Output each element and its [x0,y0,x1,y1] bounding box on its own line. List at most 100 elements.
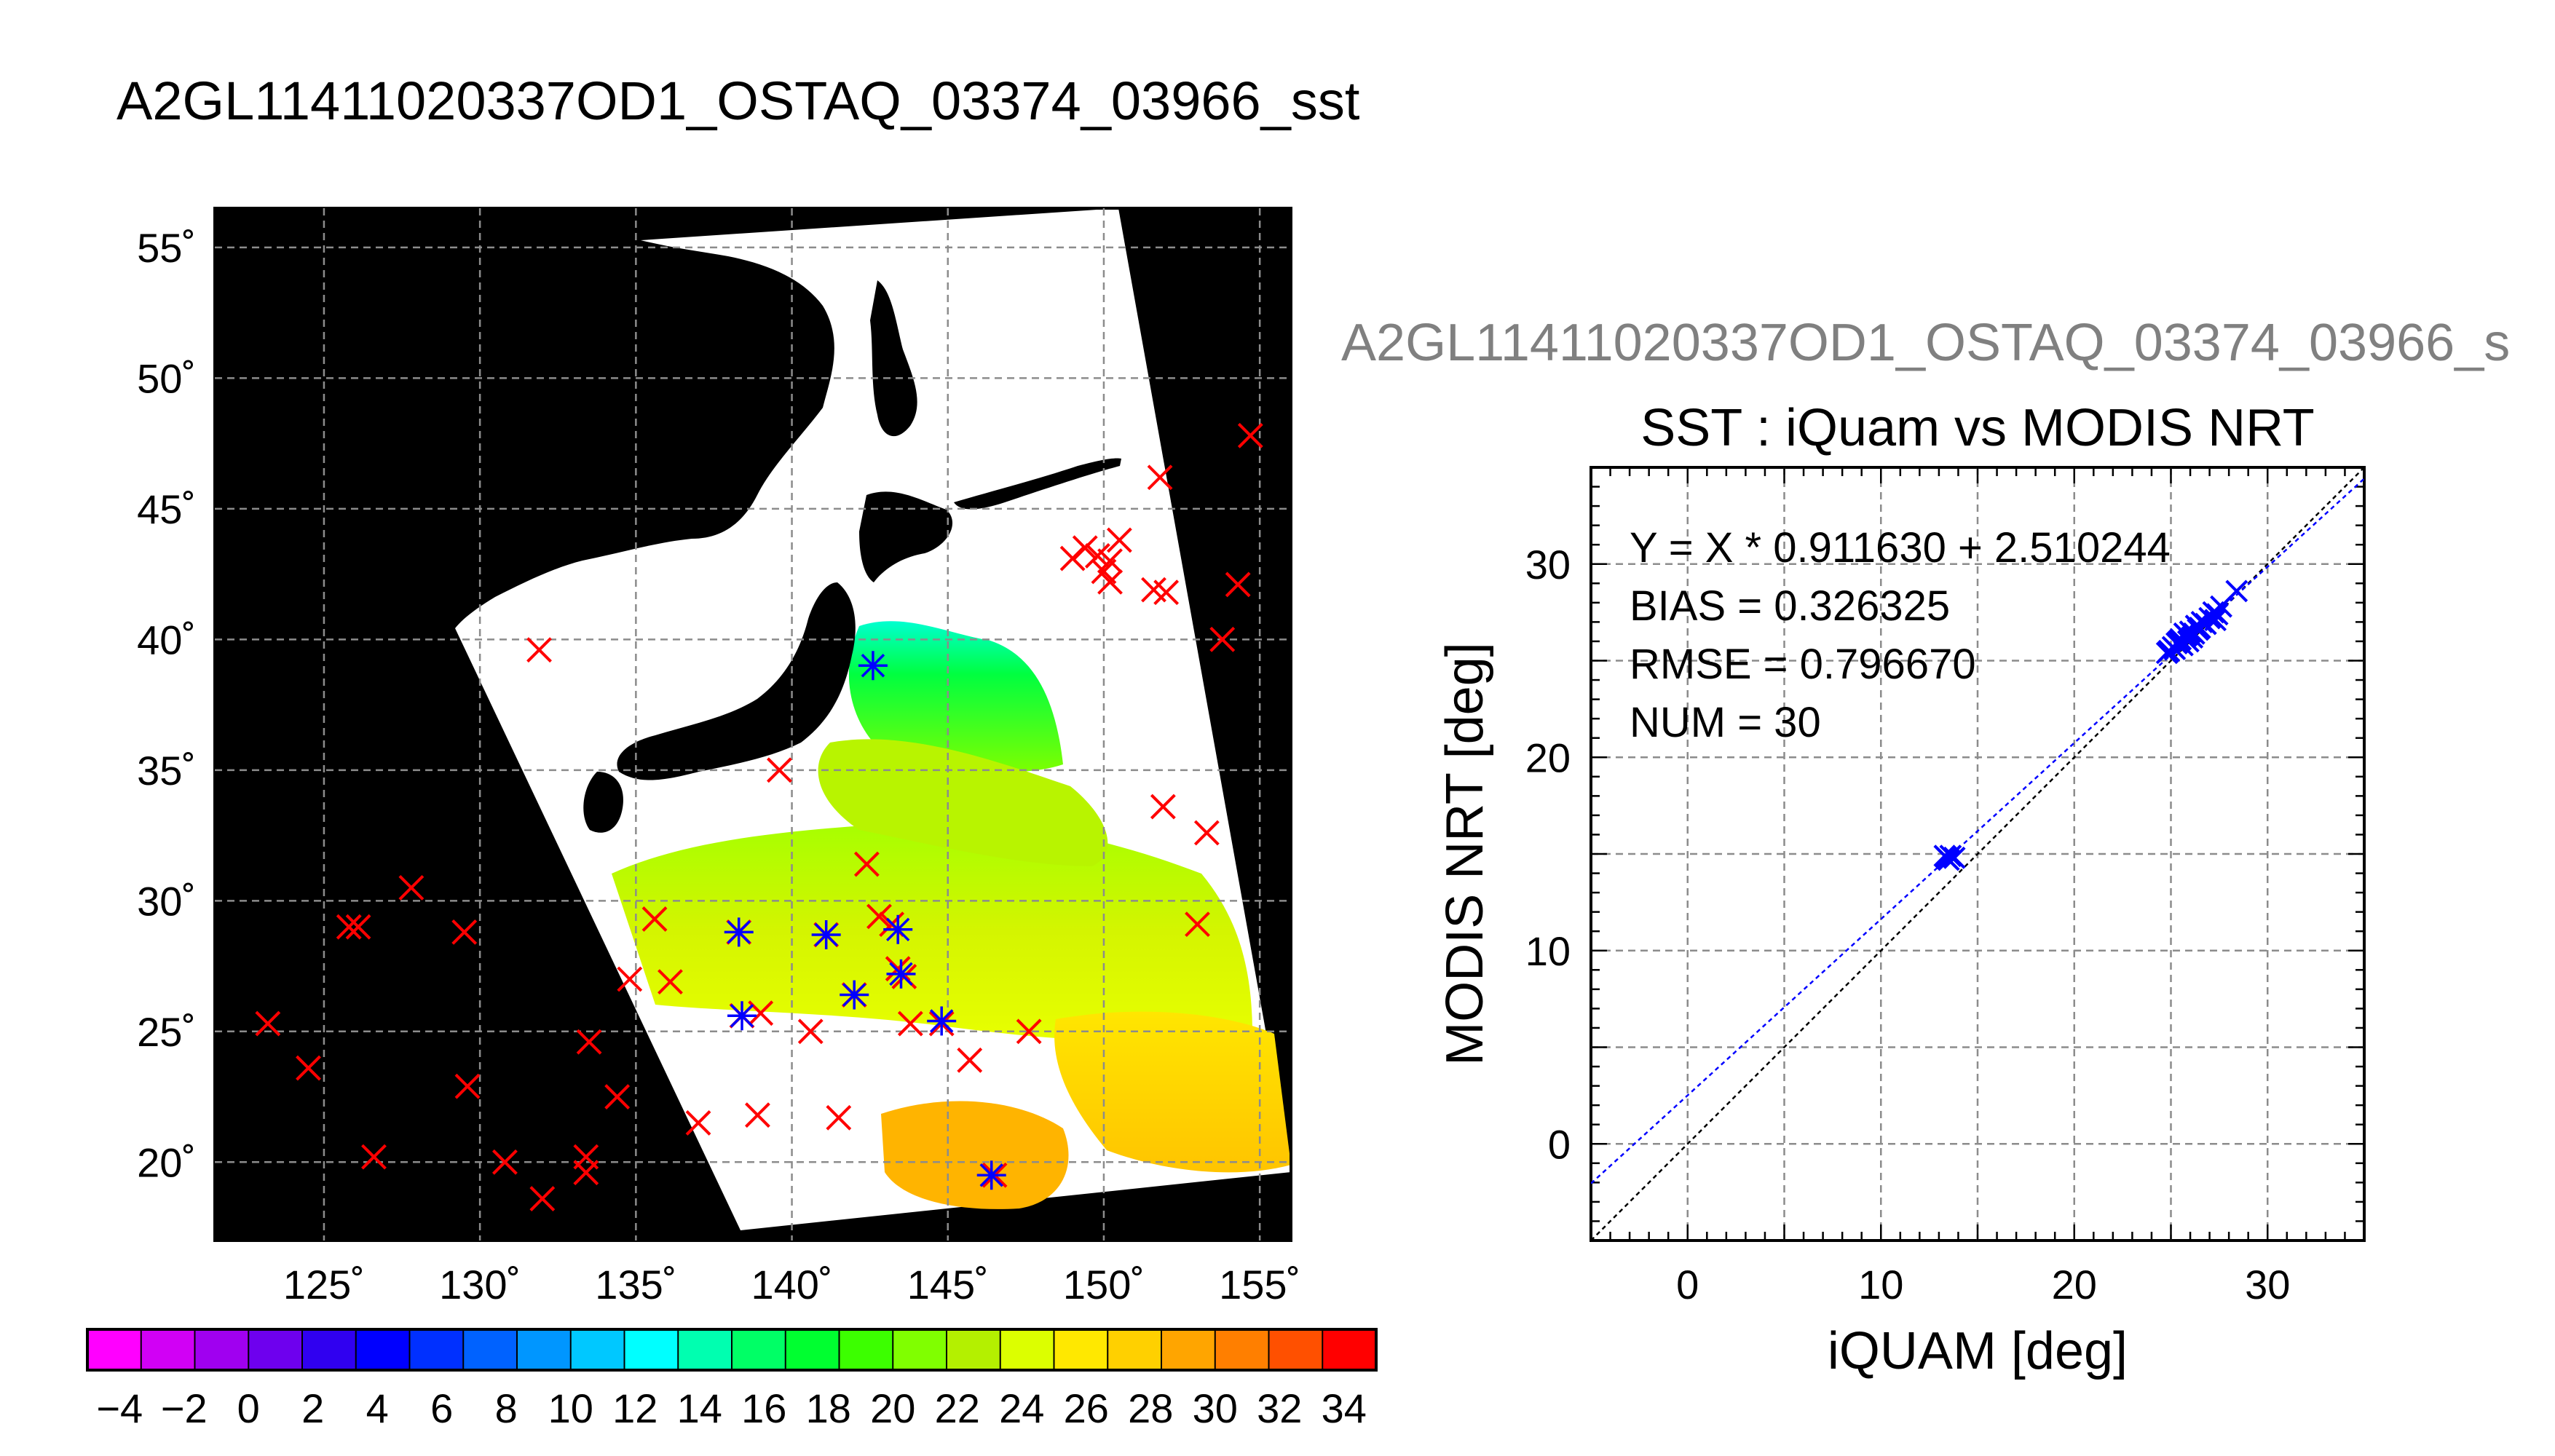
scatter-point [2163,638,2187,660]
scatter-annotation: BIAS = 0.326325 [1630,582,1950,630]
colorbar-tick-label: 34 [1322,1385,1367,1431]
insitu-marker [1237,422,1263,448]
matchup-marker [927,1006,957,1036]
scatter-annotation: Y = X * 0.911630 + 2.510244 [1630,524,2171,571]
scatter-x-tick-label: 0 [1676,1262,1699,1307]
matchup-marker [724,917,754,947]
colorbar-segment [248,1329,303,1370]
scatter-point [2188,616,2211,639]
scatter-point [2157,639,2181,662]
colorbar-tick-label: 30 [1193,1385,1238,1431]
insitu-marker [361,1144,387,1170]
colorbar-tick-label: 24 [999,1385,1044,1431]
sst-patch-mid [612,821,1252,1042]
insitu-marker [1153,579,1180,606]
insitu-marker [604,1084,631,1109]
scatter-point [2204,609,2227,632]
scatter-y-tick-label: 20 [1525,735,1571,780]
colorbar-tick-label: 2 [301,1385,324,1431]
insitu-marker [296,1055,321,1081]
land-russia-korea [455,240,834,628]
scatter-x-tick-label: 30 [2245,1262,2290,1307]
insitu-marker [853,851,880,877]
land-hokkaido [859,491,953,582]
insitu-marker [526,637,552,663]
matchup-marker [811,919,841,949]
insitu-marker [336,914,362,940]
colorbar-frame [86,1328,1378,1372]
map-grid [215,208,1291,1241]
insitu-marker [1185,911,1210,938]
colorbar-segment [1000,1329,1055,1370]
colorbar-tick-label: 26 [1064,1385,1109,1431]
map-frame [213,207,1292,1242]
scatter-point [1933,844,1956,868]
map-lat-tick-label: 35˚ [137,748,196,794]
map-tick-labels: 125˚ 130˚ 135˚ 140˚ 145˚ 150˚ 155˚ 20˚ 25˚ 30˚ 35˚… [137,225,1300,1307]
colorbar-segment [87,1329,142,1370]
colorbar-segment [1268,1329,1323,1370]
scatter-lines [1591,467,2364,1241]
scatter-xlabel: iQUAM [deg] [1828,1322,2128,1380]
colorbar: −4 −2 0 2 4 6 8 10 12 14 16 18 20 22 24 26 28 30 32 34 [86,1328,1378,1431]
scatter-annotation: NUM = 30 [1630,699,1821,746]
colorbar-tick-label: 0 [237,1385,260,1431]
insitu-marker [685,1110,711,1136]
matchup-markers [724,651,1006,1190]
insitu-marker [1097,569,1123,595]
colorbar-tick-label: 14 [677,1385,722,1431]
colorbar-tick-label: 10 [548,1385,593,1431]
colorbar-tick-label: 28 [1128,1385,1173,1431]
scatter-title: SST : iQuam vs MODIS NRT [1640,399,2315,457]
identity-line [1591,467,2364,1241]
colorbar-tick-label: 22 [935,1385,980,1431]
colorbar-tick-label: −2 [161,1385,208,1431]
matchup-marker [883,914,913,944]
map-lon-tick-label: 150˚ [1063,1262,1145,1307]
regression-line [1591,478,2364,1184]
matchup-marker [858,651,888,681]
insitu-marker [1106,527,1132,553]
insitu-marker [641,906,668,932]
insitu-marker [1225,571,1251,598]
insitu-marker [1193,820,1220,846]
colorbar-segment [678,1329,732,1370]
colorbar-tick-label: 20 [870,1385,915,1431]
scatter-header-title: A2GL11411020337OD1_OSTAQ_03374_03966_s [1341,314,2511,372]
colorbar-segment [355,1329,411,1370]
map-lon-tick-label: 145˚ [907,1262,989,1307]
colorbar-tick-label: −4 [96,1385,143,1431]
map-lon-tick-label: 135˚ [595,1262,676,1307]
insitu-marker [576,1029,602,1055]
colorbar-segment [893,1329,947,1370]
colorbar-segment [570,1329,625,1370]
insitu-marker [767,757,792,783]
map-lon-tick-label: 140˚ [751,1262,833,1307]
colorbar-tick-label: 32 [1257,1385,1302,1431]
colorbar-segment [732,1329,786,1370]
sst-patch-south [1054,1011,1291,1173]
insitu-marker [1016,1018,1042,1045]
colorbar-tick-label: 16 [741,1385,786,1431]
scatter-points [1933,579,2248,871]
insitu-marker [529,1186,556,1211]
map-lat-tick-label: 50˚ [137,355,196,401]
land-sakhalin [870,280,917,437]
land-kurils [954,458,1121,510]
insitu-marker [573,1160,599,1186]
land-honshu [617,582,856,780]
matchup-marker [976,1160,1006,1190]
colorbar-segment [624,1329,679,1370]
colorbar-tick-label: 18 [806,1385,851,1431]
insitu-marker [454,1073,481,1099]
sst-patch-southwest [881,1101,1069,1209]
map-lon-tick-label: 130˚ [439,1262,521,1307]
colorbar-tick-label: 4 [366,1385,389,1431]
colorbar-segment [947,1329,1001,1370]
colorbar-segment [517,1329,572,1370]
insitu-marker [1072,535,1098,561]
map-lat-tick-label: 30˚ [137,878,196,924]
matchup-marker [886,959,916,989]
